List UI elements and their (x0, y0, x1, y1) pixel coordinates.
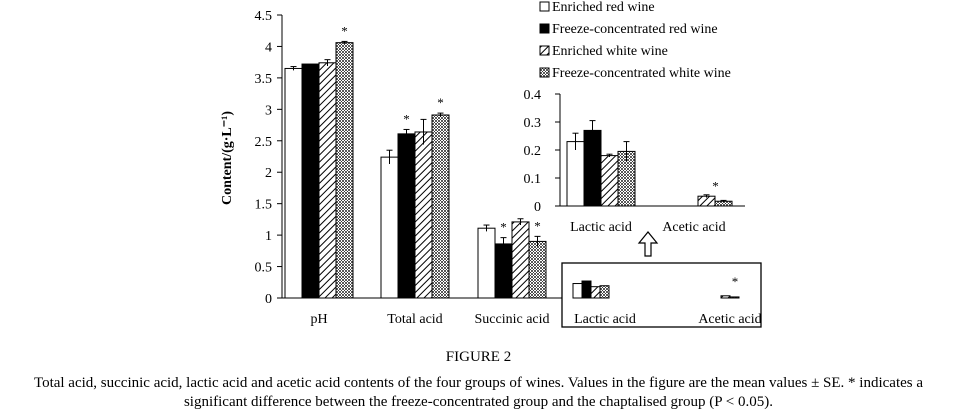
y-tick-label: 0.5 (255, 261, 273, 276)
y-tick-label: 1 (265, 229, 272, 244)
y-tick-label: 2 (265, 166, 272, 181)
y-tick-label: 3 (265, 103, 272, 118)
bar-ph-freeze-concentrated-red-wine (301, 63, 320, 299)
significance-star: * (403, 111, 410, 126)
legend-swatch-freeze-concentrated-white-wine (539, 67, 550, 78)
legend-swatch-enriched-red-wine (539, 1, 550, 12)
bar-lactic-acid-freeze-concentrated-white-wine (599, 285, 610, 299)
significance-star: * (341, 23, 348, 38)
y-tick-label: 4 (265, 40, 272, 55)
category-label: Acetic acid (698, 312, 761, 327)
up-arrow-icon (637, 231, 659, 257)
category-label: Succinic acid (474, 312, 549, 327)
main-chart: 0 0.5 1 1.5 2 2.5 3 3.5 4 4.5 Content/(g·L⁻¹) pH Tot… (220, 9, 562, 327)
y-tick-label: 0 (265, 292, 272, 307)
bar-lactic-acid-enriched-red-wine (572, 283, 583, 299)
inset-y-tick-label: 0.1 (524, 172, 542, 187)
significance-star: * (534, 218, 541, 233)
bar-succinic-acid-freeze-concentrated-red-wine (494, 243, 513, 299)
inset-bar-lactic-acid-enriched-white-wine (600, 155, 619, 207)
bar-ph-enriched-white-wine (318, 62, 337, 299)
significance-star: * (500, 220, 507, 235)
inset-category-label: Acetic acid (662, 220, 725, 235)
category-label: Total acid (387, 312, 442, 327)
figure-caption: Total acid, succinic acid, lactic acid a… (33, 375, 924, 410)
inset-bar-lactic-acid-freeze-concentrated-red-wine (583, 129, 602, 207)
inset-bar-lactic-acid-enriched-red-wine (566, 141, 585, 207)
y-tick-label: 2.5 (255, 135, 273, 150)
inset-significance-star: * (712, 178, 719, 193)
legend: Enriched red wine Freeze-concentrated red… (539, 0, 731, 81)
bar-succinic-acid-enriched-white-wine (511, 221, 530, 299)
inset-bar-acetic-acid-enriched-white-wine (697, 195, 716, 207)
bar-lactic-acid-enriched-white-wine (590, 286, 601, 299)
bar-total-acid-enriched-white-wine (414, 131, 433, 299)
significance-star: * (437, 95, 444, 110)
y-tick-label: 3.5 (255, 72, 273, 87)
legend-label: Freeze-concentrated red wine (552, 22, 718, 37)
y-axis-label: Content/(g·L⁻¹) (220, 111, 235, 205)
zoom-highlight: Lactic acid Acetic acid * (561, 231, 762, 328)
bar-ph-freeze-concentrated-white-wine (335, 42, 354, 299)
inset-y-tick-label: 0.4 (524, 88, 542, 103)
inset-y-tick-label: 0 (534, 200, 541, 215)
figure-title: FIGURE 2 (445, 349, 512, 365)
figure-2-chart: 0 0.5 1 1.5 2 2.5 3 3.5 4 4.5 Content/(g·L⁻¹) pH Tot… (220, 0, 762, 328)
legend-label: Enriched red wine (552, 0, 655, 15)
legend-swatch-freeze-concentrated-red-wine (539, 23, 550, 34)
bar-succinic-acid-enriched-red-wine (477, 227, 496, 299)
bar-ph-enriched-red-wine (284, 67, 303, 299)
significance-star: * (732, 274, 739, 289)
bar-acetic-acid-enriched-white-wine (720, 295, 731, 299)
y-tick-label: 4.5 (255, 9, 273, 24)
legend-label: Enriched white wine (552, 44, 668, 59)
category-label: pH (310, 312, 327, 327)
inset-y-tick-label: 0.3 (524, 116, 542, 131)
bar-total-acid-freeze-concentrated-white-wine (431, 114, 450, 299)
legend-swatch-enriched-white-wine (539, 45, 550, 56)
bar-total-acid-enriched-red-wine (380, 156, 399, 299)
bar-acetic-acid-freeze-concentrated-white-wine (729, 296, 740, 299)
zoom-box (561, 262, 762, 328)
bar-total-acid-freeze-concentrated-red-wine (397, 133, 416, 299)
inset-chart: 0 0.1 0.2 0.3 0.4 Lactic acid Acetic acid * (524, 88, 745, 235)
category-label: Lactic acid (574, 312, 636, 327)
inset-y-tick-label: 0.2 (524, 144, 542, 159)
y-tick-label: 1.5 (255, 198, 273, 213)
legend-label: Freeze-concentrated white wine (552, 66, 731, 81)
inset-category-label: Lactic acid (570, 220, 632, 235)
bar-succinic-acid-freeze-concentrated-white-wine (528, 240, 547, 299)
bar-lactic-acid-freeze-concentrated-red-wine (581, 280, 592, 299)
